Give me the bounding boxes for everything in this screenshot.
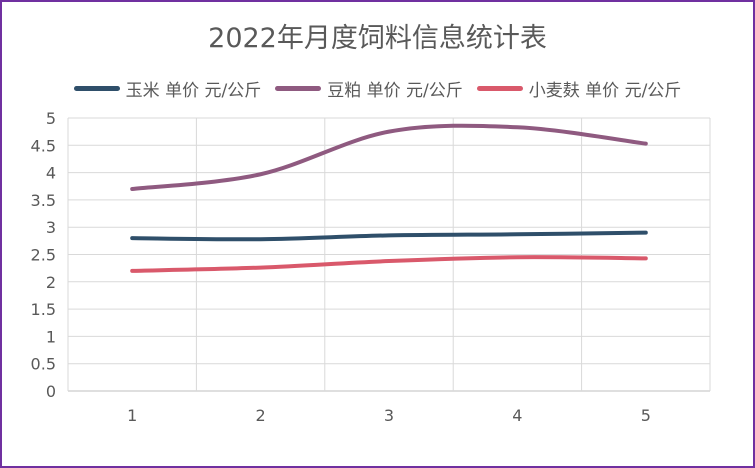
legend-label-wheat-bran: 小麦麸 单价 元/公斤 bbox=[528, 81, 682, 101]
y-tick-label: 2 bbox=[46, 273, 56, 292]
y-tick-label: 4 bbox=[46, 164, 56, 183]
x-tick-label: 3 bbox=[384, 406, 394, 425]
legend-item-soymeal: 豆粕 单价 元/公斤 bbox=[275, 76, 463, 101]
series-line-soymeal bbox=[130, 123, 648, 191]
series-line-wheat-bran bbox=[130, 255, 648, 273]
legend-item-wheat-bran: 小麦麸 单价 元/公斤 bbox=[476, 76, 682, 101]
y-tick-label: 0.5 bbox=[31, 355, 56, 374]
x-tick-label: 4 bbox=[512, 406, 522, 425]
series-line-corn bbox=[130, 230, 648, 242]
legend-label-corn: 玉米 单价 元/公斤 bbox=[125, 81, 262, 101]
legend-swatch-corn bbox=[73, 86, 120, 91]
y-tick-label: 3.5 bbox=[31, 191, 56, 210]
legend-swatch-soymeal bbox=[275, 86, 322, 91]
y-tick-label: 3 bbox=[46, 218, 56, 237]
y-tick-label: 5 bbox=[46, 109, 56, 128]
y-tick-label: 1.5 bbox=[31, 300, 56, 319]
chart-legend: 玉米 单价 元/公斤 豆粕 单价 元/公斤 小麦麸 单价 元/公斤 bbox=[2, 76, 753, 101]
x-tick-label: 1 bbox=[127, 406, 137, 425]
x-tick-label: 2 bbox=[256, 406, 266, 425]
legend-label-soymeal: 豆粕 单价 元/公斤 bbox=[327, 81, 463, 101]
y-tick-label: 4.5 bbox=[31, 136, 56, 155]
legend-item-corn: 玉米 单价 元/公斤 bbox=[73, 76, 262, 101]
chart-title: 2022年月度饲料信息统计表 bbox=[208, 23, 547, 54]
y-tick-label: 0 bbox=[46, 382, 56, 401]
y-tick-label: 1 bbox=[46, 327, 56, 346]
x-tick-label: 5 bbox=[641, 406, 651, 425]
legend-swatch-wheat-bran bbox=[476, 86, 523, 91]
y-tick-label: 2.5 bbox=[31, 246, 56, 265]
